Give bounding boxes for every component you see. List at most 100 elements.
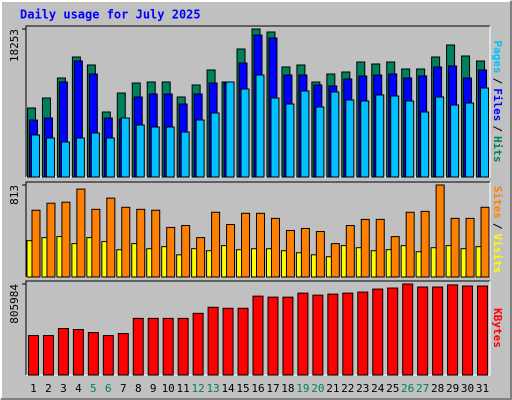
bar — [121, 206, 131, 278]
bar — [90, 132, 100, 178]
bar — [402, 283, 414, 376]
bar — [480, 206, 490, 278]
bar — [297, 292, 309, 376]
bar — [450, 217, 460, 278]
bar — [360, 218, 370, 278]
bar — [360, 100, 370, 178]
x-tick-label: 14 — [221, 382, 235, 395]
x-tick-label: 23 — [356, 382, 369, 395]
bar — [162, 317, 174, 376]
x-tick-label: 22 — [341, 382, 354, 395]
bar — [465, 217, 475, 278]
bar — [357, 291, 369, 376]
legend-entry: KBytes — [491, 308, 504, 348]
bar — [222, 307, 234, 376]
legend: KBytes — [491, 308, 504, 348]
bar — [76, 188, 86, 278]
bar — [225, 81, 235, 178]
bar — [387, 287, 399, 376]
bar — [435, 184, 445, 278]
x-tick-label: 3 — [60, 382, 67, 395]
bar — [300, 227, 310, 278]
legend-entry: Hits — [491, 136, 504, 163]
bar — [132, 317, 144, 376]
x-tick-label: 1 — [30, 382, 37, 395]
bar — [477, 285, 489, 376]
bar — [375, 218, 385, 278]
legend-entry: Sites — [491, 186, 504, 219]
x-tick-label: 31 — [476, 382, 489, 395]
bar — [375, 94, 385, 178]
bar — [60, 141, 70, 178]
bar — [345, 99, 355, 178]
bar — [465, 102, 475, 178]
panel-bevel-dark — [25, 181, 490, 277]
bar — [151, 209, 161, 278]
bar — [300, 90, 310, 178]
bar — [237, 307, 249, 376]
bar — [72, 329, 84, 376]
bar — [435, 96, 445, 178]
x-tick-label: 19 — [296, 382, 309, 395]
legend-separator: / — [491, 78, 504, 85]
bar — [315, 231, 325, 278]
x-tick-label: 13 — [206, 382, 219, 395]
bar — [196, 237, 206, 278]
bar — [147, 317, 159, 376]
bar — [390, 95, 400, 178]
bar — [42, 335, 54, 376]
bar — [372, 288, 384, 376]
legend-entry: Files — [491, 88, 504, 121]
bar — [30, 134, 40, 178]
bar — [327, 293, 339, 376]
bar — [462, 285, 474, 376]
bar — [46, 202, 56, 278]
bar — [211, 211, 221, 278]
x-tick-label: 15 — [236, 382, 249, 395]
bar — [480, 87, 490, 178]
bar — [240, 88, 250, 178]
bar — [117, 333, 129, 376]
x-tick-label: 21 — [326, 382, 339, 395]
x-tick-label: 5 — [90, 382, 97, 395]
bar — [315, 106, 325, 178]
bar — [405, 211, 415, 278]
x-tick-label: 2 — [45, 382, 52, 395]
panel-bevel-dark — [25, 280, 490, 375]
bar — [166, 226, 176, 278]
y-tick-label: 805984 — [8, 284, 21, 324]
legend: Pages / Files / Hits — [491, 41, 504, 163]
bar — [342, 292, 354, 376]
legend: Sites / Visits — [491, 186, 504, 274]
bar — [106, 197, 116, 278]
bar — [210, 112, 220, 178]
y-tick-label: 18253 — [8, 29, 21, 62]
bar — [27, 335, 39, 376]
x-tick-label: 12 — [192, 382, 205, 395]
legend-separator: / — [491, 125, 504, 132]
bar — [390, 236, 400, 278]
bar — [120, 117, 130, 178]
chart-title: Daily usage for July 2025 — [20, 8, 201, 22]
bar — [417, 286, 429, 376]
bar — [405, 100, 415, 178]
bar — [61, 201, 71, 278]
bar — [241, 212, 251, 278]
bar — [181, 225, 191, 278]
bar — [87, 332, 99, 376]
bar — [420, 210, 430, 278]
bar — [135, 124, 145, 178]
bar — [165, 126, 175, 178]
bar — [330, 91, 340, 178]
bar — [75, 137, 85, 178]
bar — [180, 131, 190, 178]
bar — [270, 217, 280, 278]
bar — [252, 295, 264, 376]
bar — [105, 137, 115, 178]
x-tick-label: 20 — [311, 382, 324, 395]
x-tick-label: 6 — [105, 382, 112, 395]
bar — [285, 103, 295, 178]
x-tick-label: 26 — [401, 382, 414, 395]
